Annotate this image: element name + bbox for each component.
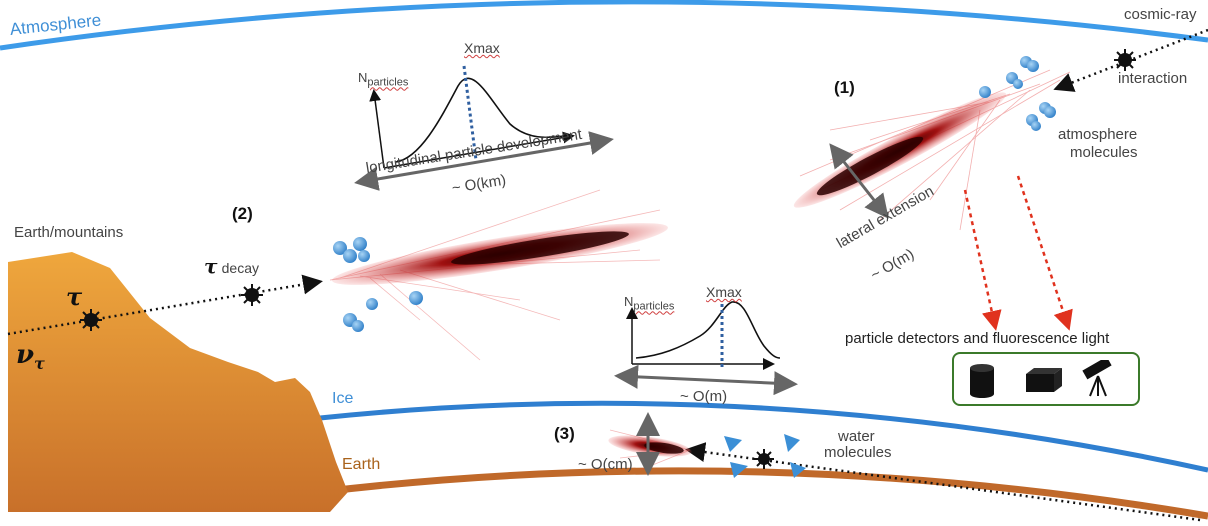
n-particles-mid-label: Nparticles	[624, 294, 674, 313]
neutrino-track	[7, 274, 323, 336]
air-molecules-cluster	[333, 237, 423, 332]
guide-arrow-right	[1016, 175, 1073, 331]
xmax-mid-label: Xmax	[706, 284, 742, 300]
interaction-label: interaction	[1118, 70, 1188, 87]
guide-arrow-left	[963, 189, 1002, 331]
particle-detectors-label: particle detectors and fluorescence ligh…	[845, 330, 1110, 347]
sun-decay-icon	[241, 284, 263, 306]
n-particles-top-label: Nparticles	[358, 70, 408, 89]
step-2-label: (2)	[232, 204, 253, 223]
ice-line	[319, 400, 1208, 473]
top-distribution-plot	[354, 65, 614, 191]
atmosphere-molecules-label-line2: molecules	[1070, 144, 1138, 161]
nu-tau-main: ν	[16, 340, 35, 370]
middle-distribution-plot	[614, 301, 798, 396]
mountain-shape	[8, 252, 348, 512]
sun-tau-icon	[80, 309, 102, 331]
xmax-top-label: Xmax	[464, 40, 500, 56]
sun-interaction-icon	[1114, 49, 1136, 71]
water-molecules-cluster	[724, 434, 806, 478]
shower-2	[329, 189, 668, 361]
cosmic-ray-label: cosmic-ray	[1124, 6, 1197, 23]
earth-line	[319, 467, 1208, 520]
n-particles-mid-sub: particles	[633, 300, 675, 313]
telescope-icon	[1082, 360, 1112, 397]
xmax-top-text: Xmax	[464, 40, 500, 56]
ice-track	[685, 442, 1201, 522]
o-cm-label: ~ O(cm)	[578, 456, 633, 473]
cylinder-detector-icon	[970, 364, 994, 398]
step-1-label: (1)	[834, 78, 855, 97]
step-3-label: (3)	[554, 424, 575, 443]
nu-tau-sub: τ	[34, 354, 45, 374]
xmax-mid-text: Xmax	[706, 284, 742, 300]
earth-mountains-label: Earth/mountains	[14, 224, 124, 241]
nu-tau-label: ντ	[16, 340, 45, 373]
water-molecules-label-line2: molecules	[824, 444, 892, 461]
shower-1	[793, 69, 1071, 231]
n-particles-top-sub: particles	[367, 76, 409, 89]
tau-decay-label: τ decay	[204, 254, 259, 278]
atmosphere-molecules-cluster	[979, 56, 1056, 131]
box-detector-icon	[1026, 368, 1062, 392]
n-particles-mid-main: N	[624, 294, 634, 309]
atmosphere-line	[0, 0, 1208, 51]
tau-label: τ	[66, 282, 83, 311]
n-particles-top-main: N	[358, 70, 368, 85]
lateral-extension-arrow	[829, 143, 889, 219]
sun-ice-icon	[754, 449, 774, 469]
atmosphere-molecules-label-line1: atmosphere	[1058, 126, 1138, 143]
water-molecules-label-line1: water	[838, 428, 875, 445]
o-m-label: ~ O(m)	[680, 388, 728, 405]
tau-decay-word: decay	[221, 260, 259, 276]
detector-icons	[970, 360, 1112, 398]
earth-label: Earth	[342, 456, 381, 473]
ice-label: Ice	[332, 390, 354, 407]
tau-decay-symbol: τ	[204, 254, 218, 278]
